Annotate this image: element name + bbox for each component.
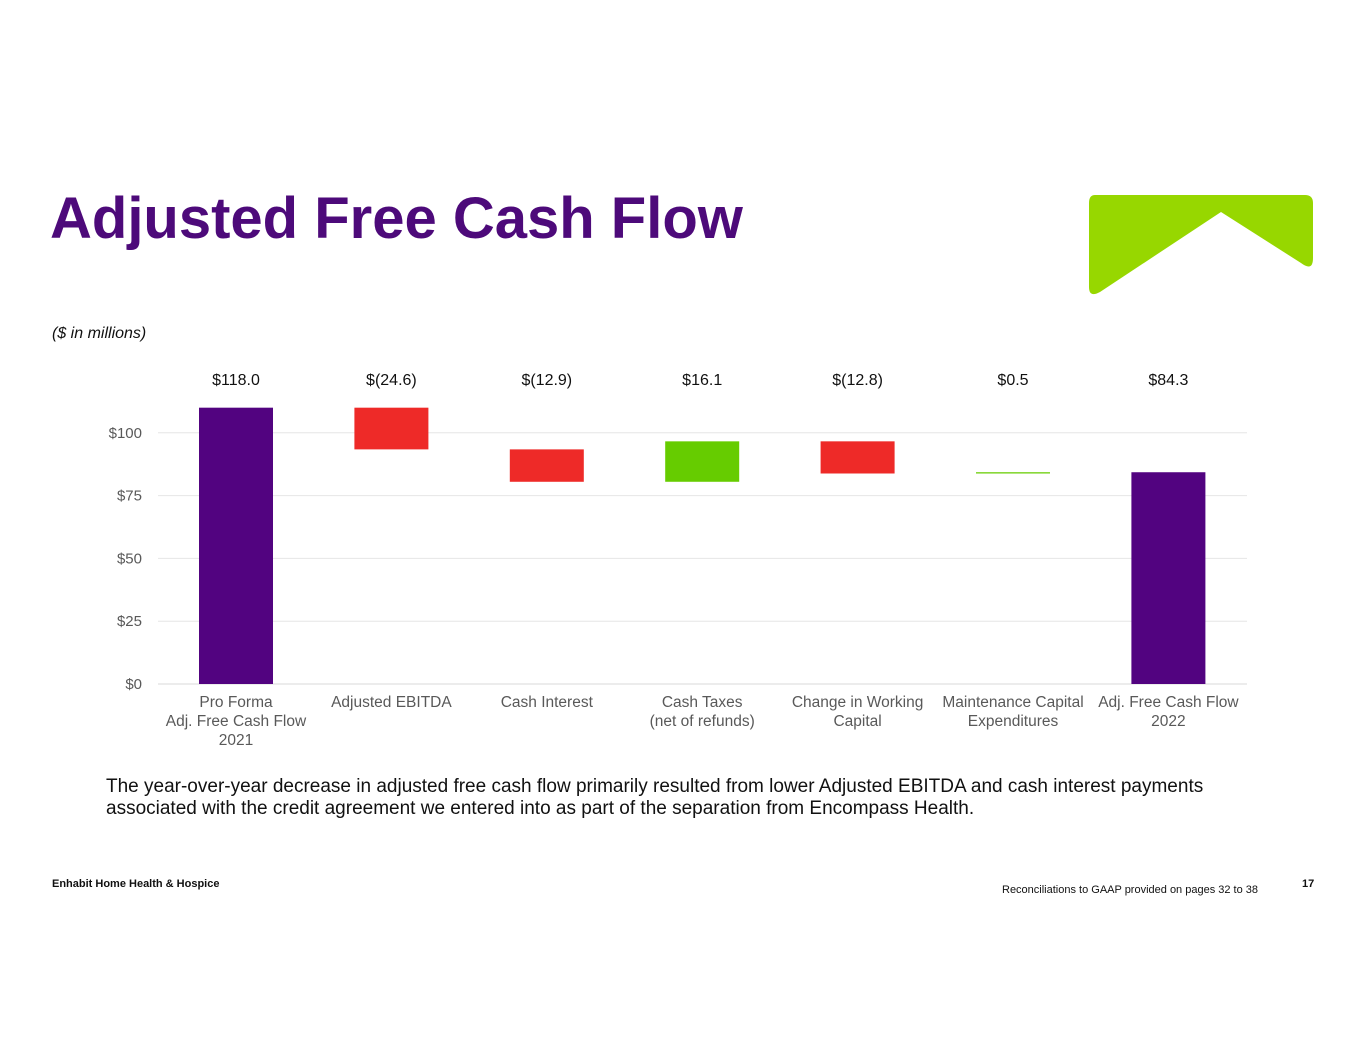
bar-increase bbox=[976, 472, 1050, 474]
x-tick-label: (net of refunds) bbox=[650, 713, 755, 730]
bar-increase bbox=[665, 441, 740, 482]
bar-decrease bbox=[820, 441, 895, 474]
units-note: ($ in millions) bbox=[52, 325, 147, 342]
data-label: $16.1 bbox=[682, 372, 722, 389]
data-label: $(24.6) bbox=[366, 372, 417, 389]
x-tick-label: Maintenance Capital bbox=[942, 694, 1083, 711]
y-tick-label: $100 bbox=[109, 425, 142, 442]
data-label: $0.5 bbox=[997, 372, 1028, 389]
commentary-text: The year-over-year decrease in adjusted … bbox=[106, 776, 1204, 819]
x-tick-label: Change in Working bbox=[792, 694, 924, 711]
y-tick-label: $25 bbox=[117, 613, 142, 630]
x-tick-label: Cash Taxes bbox=[662, 694, 743, 711]
x-tick-label: Adj. Free Cash Flow bbox=[1098, 694, 1239, 711]
enhabit-logo-icon bbox=[1089, 195, 1313, 295]
bar-total bbox=[1131, 472, 1206, 684]
y-tick-label: $0 bbox=[125, 676, 142, 693]
waterfall-chart: $0 $25 $50 $75 $100 $118.0 Pro Forma Adj. Free … bbox=[109, 372, 1247, 749]
page-number: 17 bbox=[1302, 878, 1315, 890]
data-label: $(12.8) bbox=[832, 372, 883, 389]
data-label: $(12.9) bbox=[521, 372, 572, 389]
y-tick-label: $50 bbox=[117, 550, 142, 567]
bar-decrease bbox=[509, 449, 584, 482]
x-tick-label: Capital bbox=[833, 713, 881, 730]
x-tick-label: 2021 bbox=[219, 732, 253, 749]
x-tick-label: Adjusted EBITDA bbox=[331, 694, 452, 711]
x-tick-label: Pro Forma bbox=[199, 694, 273, 711]
x-tick-label: Adj. Free Cash Flow bbox=[166, 713, 307, 730]
footer-reconciliation-note: Reconciliations to GAAP provided on page… bbox=[1002, 884, 1259, 896]
data-label: $84.3 bbox=[1148, 372, 1188, 389]
x-tick-label: 2022 bbox=[1151, 713, 1185, 730]
x-tick-label: Cash Interest bbox=[501, 694, 594, 711]
footer-company: Enhabit Home Health & Hospice bbox=[52, 878, 220, 890]
page-title: Adjusted Free Cash Flow bbox=[50, 186, 743, 251]
x-tick-label: Expenditures bbox=[968, 713, 1059, 730]
bar-decrease bbox=[354, 407, 429, 450]
bar-total bbox=[199, 407, 273, 684]
y-tick-label: $75 bbox=[117, 488, 142, 505]
data-label: $118.0 bbox=[212, 372, 260, 389]
